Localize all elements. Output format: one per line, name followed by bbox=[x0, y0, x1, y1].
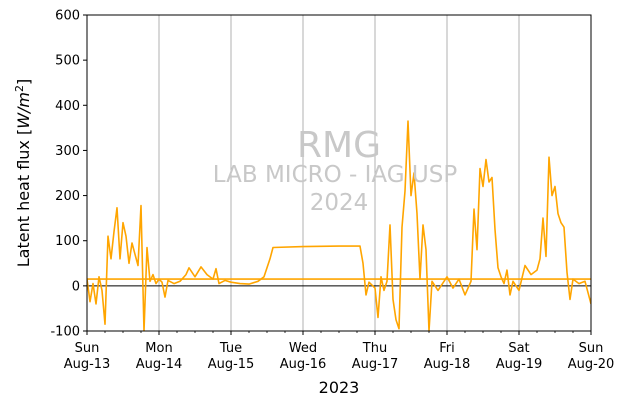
watermark-subtitle: LAB MICRO - IAG USP bbox=[213, 162, 458, 188]
y-tick-label: 0 bbox=[72, 279, 80, 294]
x-tick-day-label: Wed bbox=[289, 341, 317, 356]
y-tick-label: 400 bbox=[55, 99, 80, 114]
y-tick-label: 500 bbox=[55, 54, 80, 69]
y-axis-title-unit: W/m bbox=[14, 92, 33, 129]
x-tick-day-label: Mon bbox=[145, 341, 172, 356]
watermark-title: RMG bbox=[297, 125, 381, 166]
y-tick-label: 300 bbox=[55, 144, 80, 159]
y-tick-label: 100 bbox=[55, 234, 80, 249]
watermark-year: 2024 bbox=[310, 190, 369, 216]
y-axis-ticks: -100 0 100 200 300 400 500 600 bbox=[50, 9, 87, 340]
x-axis-ticks: SunAug-13MonAug-14TueAug-15WedAug-16ThuA… bbox=[64, 331, 615, 372]
x-tick-date-label: Aug-13 bbox=[64, 357, 111, 372]
x-tick-day-label: Fri bbox=[439, 341, 455, 356]
x-tick-day-label: Tue bbox=[219, 341, 242, 356]
x-tick-date-label: Aug-16 bbox=[280, 357, 327, 372]
x-tick-date-label: Aug-19 bbox=[496, 357, 543, 372]
x-tick-date-label: Aug-18 bbox=[424, 357, 471, 372]
x-tick-day-label: Sun bbox=[579, 341, 604, 356]
x-tick-date-label: Aug-14 bbox=[136, 357, 183, 372]
y-tick-label: 600 bbox=[55, 9, 80, 24]
y-axis-title-suffix: ] bbox=[14, 79, 33, 85]
x-tick-date-label: Aug-17 bbox=[352, 357, 399, 372]
series-line-1 bbox=[87, 120, 591, 331]
x-tick-date-label: Aug-15 bbox=[208, 357, 255, 372]
x-axis-title: 2023 bbox=[319, 378, 360, 397]
watermark: RMG LAB MICRO - IAG USP 2024 bbox=[213, 125, 458, 216]
x-tick-day-label: Sun bbox=[75, 341, 100, 356]
x-tick-day-label: Thu bbox=[362, 341, 387, 356]
y-axis-title-exponent: 2 bbox=[13, 85, 26, 92]
y-tick-label: -100 bbox=[50, 325, 80, 340]
series-lines bbox=[87, 120, 591, 331]
x-tick-day-label: Sat bbox=[508, 341, 529, 356]
y-axis-title: Latent heat flux [W/m2] bbox=[13, 79, 33, 268]
y-axis-title-prefix: Latent heat flux [ bbox=[14, 129, 33, 268]
x-tick-date-label: Aug-20 bbox=[568, 357, 615, 372]
y-tick-label: 200 bbox=[55, 189, 80, 204]
